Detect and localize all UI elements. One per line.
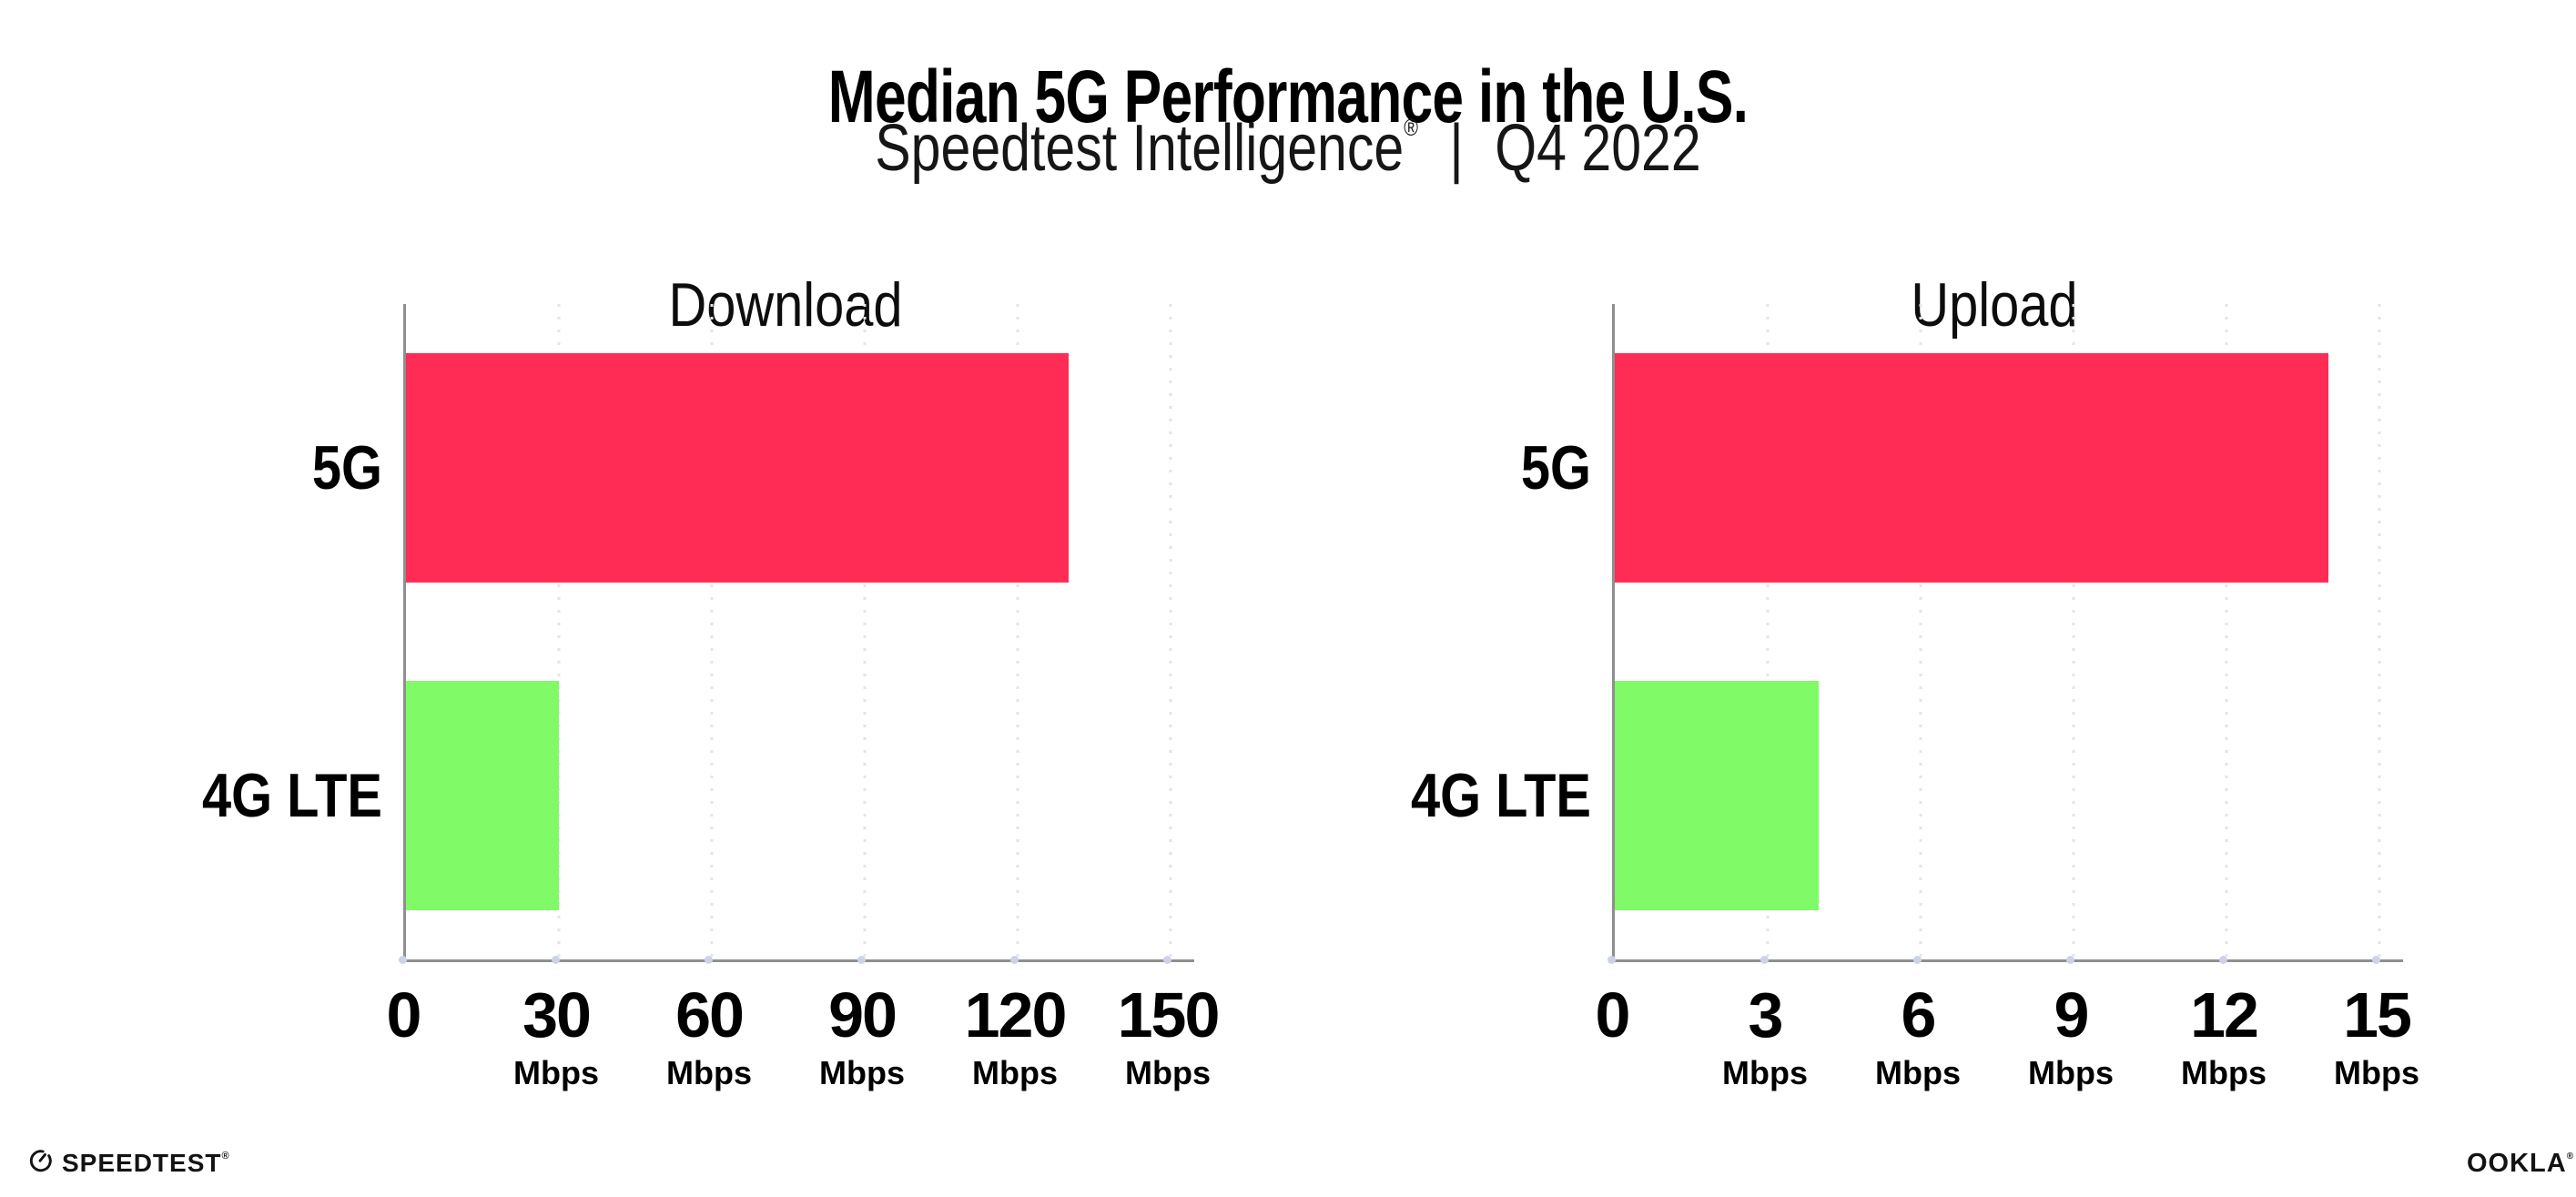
x-tick-unit: Mbps [2334, 1054, 2419, 1091]
axis-tick-dot [1607, 956, 1616, 964]
upload-chart-title: Upload [1911, 270, 2078, 340]
ookla-logo-text: OOKLA [2467, 1149, 2567, 1178]
x-tick-6: 6 Mbps [1875, 979, 1961, 1091]
gridline-150 [1169, 304, 1172, 959]
registered-trademark-icon: ® [221, 1151, 230, 1161]
subtitle-period: Q4 2022 [1495, 112, 1701, 185]
x-tick-unit: Mbps [513, 1054, 599, 1091]
x-tick-value: 30 [522, 979, 592, 1050]
x-tick-value: 9 [2054, 979, 2090, 1050]
x-tick-unit: Mbps [971, 1054, 1058, 1091]
x-tick-0: 0 [1595, 979, 1631, 1050]
x-tick-unit: Mbps [666, 1054, 752, 1091]
axis-tick-dot [1760, 956, 1769, 964]
download-chart: Download 5G 4G LTE 0 30 Mbps 60 Mbps 90 Mbps 120 M… [21, 118, 1220, 1129]
x-tick-value: 0 [386, 979, 422, 1050]
x-tick-90: 90 Mbps [819, 979, 905, 1091]
gridline-30 [557, 304, 561, 959]
bar-4g-lte [1615, 681, 1819, 910]
gridline-120 [1016, 304, 1019, 959]
x-tick-3: 3 Mbps [1722, 979, 1808, 1091]
upload-plot-area [1612, 304, 2403, 962]
subtitle-brand: Speedtest Intelligence [875, 112, 1405, 185]
upload-chart: Upload 5G 4G LTE 0 3 Mbps 6 Mbps 9 Mbps 12 Mbps 15 M… [1230, 118, 2419, 1129]
x-tick-30: 30 Mbps [513, 979, 599, 1091]
ookla-logo: OOKLA® [2467, 1143, 2574, 1177]
page-subtitle: Speedtest Intelligence® | Q4 2022 [232, 91, 2345, 185]
axis-tick-dot [2219, 956, 2227, 964]
x-tick-value: 90 [828, 979, 898, 1050]
axis-tick-dot [2372, 956, 2380, 964]
axis-tick-dot [1163, 956, 1171, 964]
x-tick-value: 150 [1117, 979, 1221, 1050]
bar-5g [406, 353, 1069, 583]
registered-trademark-icon: ® [1404, 114, 1418, 141]
page-title: Median 5G Performance in the U.S. [827, 55, 1749, 138]
x-tick-120: 120 Mbps [964, 979, 1068, 1091]
gridline-3 [1766, 304, 1770, 959]
x-tick-value: 60 [675, 979, 745, 1050]
axis-tick-dot [399, 956, 407, 964]
axis-tick-dot [1010, 956, 1019, 964]
x-tick-unit: Mbps [1722, 1054, 1808, 1091]
category-label-4g-lte: 4G LTE [1410, 761, 1591, 830]
axis-tick-dot [552, 956, 560, 964]
x-tick-value: 15 [2343, 979, 2412, 1050]
x-tick-15: 15 Mbps [2334, 979, 2419, 1091]
x-tick-unit: Mbps [1875, 1054, 1961, 1091]
x-tick-9: 9 Mbps [2028, 979, 2114, 1091]
bar-5g [1615, 353, 2328, 583]
x-tick-0: 0 [386, 979, 422, 1050]
speedtest-logo-text: SPEEDTEST® [62, 1149, 230, 1177]
x-tick-unit: Mbps [1124, 1054, 1211, 1091]
bar-4g-lte [406, 681, 559, 910]
category-label-5g: 5G [311, 433, 382, 502]
subtitle-separator: | [1449, 112, 1464, 185]
category-label-5g: 5G [1520, 433, 1591, 502]
gridline-12 [2225, 304, 2228, 959]
gridline-60 [710, 304, 714, 959]
gridline-15 [2378, 304, 2381, 959]
speedtest-logo: SPEEDTEST® [27, 1143, 230, 1176]
axis-tick-dot [1913, 956, 1922, 964]
gridline-6 [1919, 304, 1922, 959]
x-tick-value: 6 [1901, 979, 1937, 1050]
speedtest-gauge-icon [29, 1150, 52, 1172]
download-plot-area [403, 304, 1194, 962]
x-tick-value: 0 [1595, 979, 1631, 1050]
x-tick-unit: Mbps [819, 1054, 905, 1091]
axis-tick-dot [2066, 956, 2074, 964]
x-tick-unit: Mbps [2181, 1054, 2267, 1091]
gridline-9 [2072, 304, 2075, 959]
x-tick-12: 12 Mbps [2181, 979, 2267, 1091]
x-tick-value: 120 [964, 979, 1068, 1050]
x-tick-value: 3 [1748, 979, 1784, 1050]
registered-trademark-icon: ® [2566, 1151, 2575, 1161]
category-label-4g-lte: 4G LTE [201, 761, 382, 830]
x-tick-unit: Mbps [2028, 1054, 2114, 1091]
axis-tick-dot [705, 956, 713, 964]
axis-tick-dot [857, 956, 866, 964]
gridline-90 [863, 304, 867, 959]
x-tick-150: 150 Mbps [1117, 979, 1221, 1091]
x-tick-value: 12 [2190, 979, 2259, 1050]
x-tick-60: 60 Mbps [666, 979, 752, 1091]
